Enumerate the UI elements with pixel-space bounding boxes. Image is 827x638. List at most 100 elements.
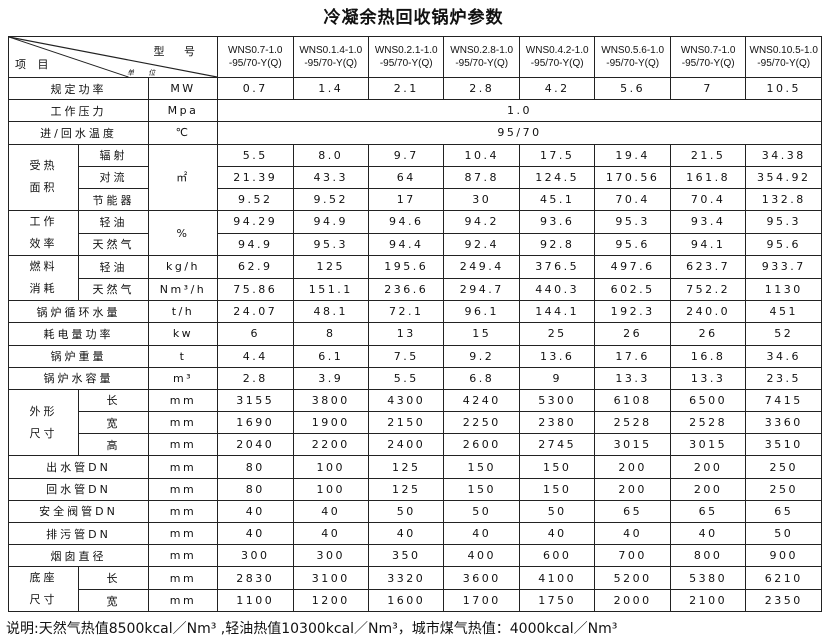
unit-cell: mm — [147, 411, 219, 435]
value-cell: 2350 — [745, 588, 822, 613]
value-cell: 16.8 — [669, 344, 747, 368]
model-name-line2: -95/70-Y(Q) — [455, 58, 509, 69]
value-cell: 70.4 — [594, 187, 671, 212]
sub-label: 宽 — [78, 588, 149, 613]
model-name-line2: -95/70-Y(Q) — [228, 58, 282, 69]
sub-label: 对流 — [78, 165, 149, 189]
unit-cell: mm — [147, 455, 219, 479]
value-cell: 94.4 — [367, 232, 445, 257]
value-cell: 95.6 — [594, 232, 671, 257]
row-label: 工作压力 — [8, 99, 149, 123]
sub-label: 轻油 — [78, 210, 149, 234]
value-cell: 4.2 — [518, 76, 596, 101]
value-cell: 65 — [669, 499, 747, 524]
value-cell: 1130 — [745, 277, 822, 302]
value-cell: 3320 — [367, 566, 445, 590]
value-cell: 40 — [594, 521, 671, 546]
value-cell: 17.5 — [518, 143, 596, 167]
value-cell: 9.7 — [367, 143, 445, 167]
value-cell: 15 — [443, 322, 520, 346]
unit-cell: mm — [147, 499, 219, 524]
value-cell: 30 — [443, 187, 520, 212]
value-cell: 17.6 — [594, 344, 671, 368]
value-cell: 151.1 — [292, 277, 369, 302]
value-cell: 125 — [292, 255, 369, 279]
model-header-cell: WNS0.7-1.0 -95/70-Y(Q) — [217, 36, 294, 78]
model-name-line2: -95/70-Y(Q) — [606, 58, 660, 69]
value-cell: 6 — [217, 322, 294, 346]
unit-cell: % — [147, 210, 219, 257]
value-cell: 3100 — [292, 566, 369, 590]
value-cell: 132.8 — [745, 187, 822, 212]
unit-cell: m³ — [147, 366, 219, 390]
value-cell: 13.3 — [669, 366, 747, 390]
value-cell: 4100 — [518, 566, 596, 590]
unit-cell: t — [147, 344, 219, 368]
model-name-line2: -95/70-Y(Q) — [757, 58, 811, 69]
table-row: 工作压力 Mpa 1.0 — [8, 99, 822, 123]
value-cell: 40 — [367, 521, 445, 546]
table-row: 天然气 Nm³/h 75.86 151.1 236.6 294.7 440.3 602.5 75… — [9, 277, 822, 302]
value-cell: 9.2 — [443, 344, 520, 368]
value-cell: 200 — [594, 477, 671, 501]
value-cell: 200 — [669, 455, 747, 479]
row-label: 烟囱直径 — [8, 544, 149, 568]
value-cell: 50 — [745, 521, 822, 546]
table-row: 天然气 94.9 95.3 94.4 92.4 92.8 95.6 94.1 95.6 — [9, 232, 822, 257]
value-cell: 400 — [443, 544, 520, 568]
value-cell: 5.6 — [594, 76, 671, 101]
value-cell: 752.2 — [669, 277, 747, 302]
value-cell: 24.07 — [217, 300, 294, 324]
header-row: 型 号 项 目 单 位 WNS0.7-1.0 -95/70-Y(Q) WNS0.1.… — [7, 36, 822, 78]
value-cell: 170.56 — [594, 165, 671, 189]
value-cell: 23.5 — [745, 366, 822, 390]
sub-label: 天然气 — [78, 277, 149, 302]
sub-label: 长 — [78, 566, 149, 590]
model-label: 型 号 — [153, 45, 204, 58]
value-cell: 600 — [518, 544, 596, 568]
table-row: 底座尺寸长 mm 2830 3100 3320 3600 4100 5200 5380 6210 — [8, 566, 822, 613]
table-row: 耗电量功率 kw 6 8 13 15 25 26 26 52 — [8, 322, 822, 346]
value-cell: 7 — [669, 76, 747, 101]
model-name-line2: -95/70-Y(Q) — [530, 58, 584, 69]
value-cell: 17 — [367, 187, 445, 212]
sub-label: 节能器 — [78, 187, 149, 212]
model-header-cell: WNS0.2.8-1.0 -95/70-Y(Q) — [443, 36, 520, 78]
table-row: 燃料消耗 轻油 kg/h 62.9 125 195.6 249.4 376.5 497.6 623… — [8, 255, 822, 302]
value-cell: 2.8 — [443, 76, 520, 101]
model-header-cell: WNS0.1.4-1.0 -95/70-Y(Q) — [292, 36, 369, 78]
value-cell: 125 — [367, 455, 445, 479]
value-cell: 95.6 — [745, 232, 822, 257]
table-row: 宽 mm 1100 1200 1600 1700 1750 2000 2100 2350 — [9, 588, 822, 613]
group-label: 燃料消耗 — [8, 255, 79, 302]
value-cell: 1900 — [292, 411, 369, 435]
model-name-line1: WNS0.10.5-1.0 — [749, 45, 818, 56]
value-cell: 933.7 — [745, 255, 822, 279]
table-row: 节能器 9.52 9.52 17 30 45.1 70.4 70.4 132.8 — [9, 187, 822, 212]
value-cell: 19.4 — [594, 143, 671, 167]
value-cell: 95.3 — [745, 210, 822, 234]
value-cell: 451 — [745, 300, 822, 324]
unit-cell: t/h — [147, 300, 219, 324]
value-cell: 40 — [292, 521, 369, 546]
value-cell: 9.52 — [217, 187, 294, 212]
model-header-cell: WNS0.10.5-1.0 -95/70-Y(Q) — [745, 36, 822, 78]
value-cell: 1600 — [367, 588, 445, 613]
value-cell: 4240 — [443, 388, 520, 413]
unit-cell: kw — [147, 322, 219, 346]
value-cell: 2380 — [518, 411, 596, 435]
value-cell: 8.0 — [292, 143, 369, 167]
value-cell: 93.6 — [518, 210, 596, 234]
table-row: 排污管DN mm 40 40 40 40 40 40 40 50 — [8, 521, 822, 546]
value-cell: 95.3 — [292, 232, 369, 257]
value-cell: 13 — [367, 322, 445, 346]
value-cell: 6108 — [594, 388, 671, 413]
value-cell: 3360 — [745, 411, 822, 435]
value-cell: 150 — [443, 477, 520, 501]
value-cell: 87.8 — [443, 165, 520, 189]
value-cell: 94.1 — [669, 232, 747, 257]
value-cell: 300 — [292, 544, 369, 568]
value-cell: 3155 — [217, 388, 294, 413]
value-cell: 2600 — [443, 433, 520, 457]
model-name-line2: -95/70-Y(Q) — [681, 58, 735, 69]
